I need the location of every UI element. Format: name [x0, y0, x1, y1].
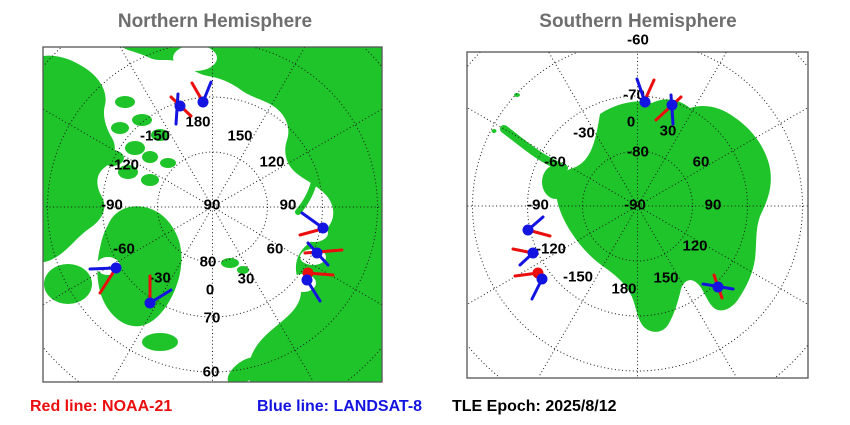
- landmass-novaya-zemlya: [295, 179, 317, 215]
- north-map: [42, 46, 383, 383]
- landmass-labrador: [44, 264, 92, 304]
- legend-landsat8: Blue line: LANDSAT-8: [257, 398, 423, 415]
- north-map-border: [42, 46, 383, 383]
- arctic-islands: [78, 96, 249, 274]
- landmass-palmer-land: [542, 165, 570, 199]
- legend-noaa21: Red line: NOAA-21: [30, 398, 173, 415]
- antarctic-islands: [491, 93, 520, 133]
- tle-epoch-label: TLE Epoch: 2025/8/12: [452, 398, 617, 415]
- landmass-iceland: [142, 333, 178, 351]
- north-graticule: [43, 47, 382, 382]
- south-map-title: Southern Hemisphere: [539, 11, 737, 32]
- landmass-uk: [227, 356, 263, 382]
- south-graticule: [467, 52, 808, 378]
- south-map: [466, 51, 809, 379]
- landmass-north-america: [43, 55, 115, 263]
- north-map-title: Northern Hemisphere: [117, 11, 313, 32]
- south-map-border: [466, 51, 809, 379]
